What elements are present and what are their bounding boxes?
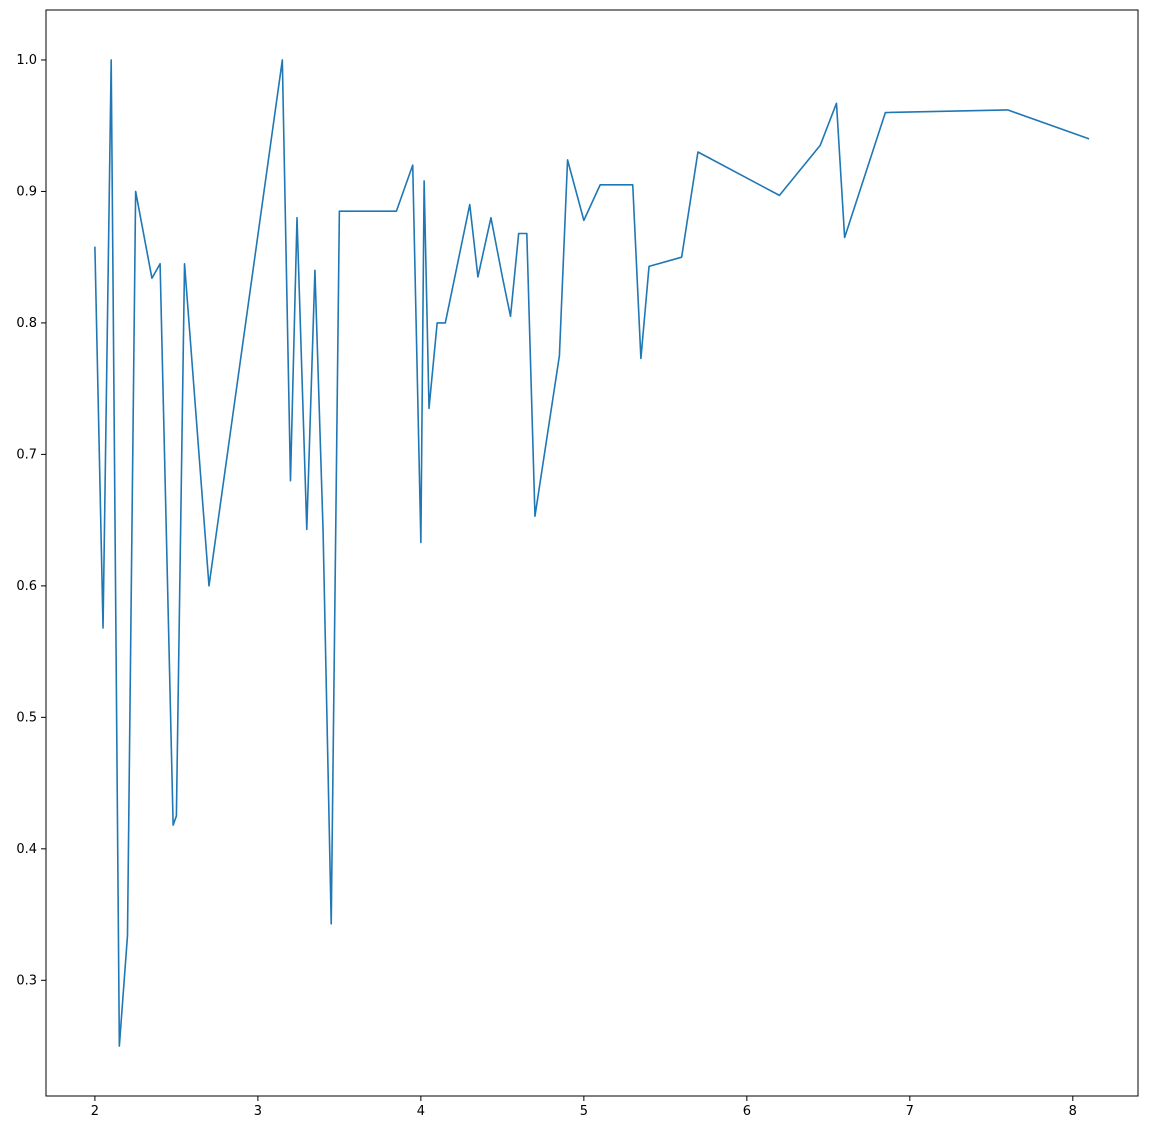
line-chart: 2 3 4 5 6 7 8 0.3 0.4 0.5 0.6 0.7 0.8 0.9 1.0 bbox=[0, 0, 1156, 1122]
x-tick-label: 2 bbox=[91, 1104, 99, 1119]
y-tick-label: 1.0 bbox=[16, 53, 37, 68]
y-tick-label: 0.3 bbox=[16, 973, 37, 988]
chart-svg: 2 3 4 5 6 7 8 0.3 0.4 0.5 0.6 0.7 0.8 0.9 1.0 bbox=[0, 0, 1156, 1122]
x-tick-label: 3 bbox=[254, 1104, 262, 1119]
y-tick-label: 0.9 bbox=[16, 184, 37, 199]
x-tick-label: 7 bbox=[906, 1104, 914, 1119]
y-tick-label: 0.5 bbox=[16, 710, 37, 725]
x-tick-label: 8 bbox=[1069, 1104, 1077, 1119]
y-tick-label: 0.4 bbox=[16, 842, 37, 857]
y-tick-label: 0.7 bbox=[16, 447, 37, 462]
x-tick-label: 4 bbox=[417, 1104, 425, 1119]
x-tick-label: 6 bbox=[743, 1104, 751, 1119]
x-tick-label: 5 bbox=[580, 1104, 588, 1119]
y-tick-label: 0.6 bbox=[16, 579, 37, 594]
y-tick-label: 0.8 bbox=[16, 316, 37, 331]
